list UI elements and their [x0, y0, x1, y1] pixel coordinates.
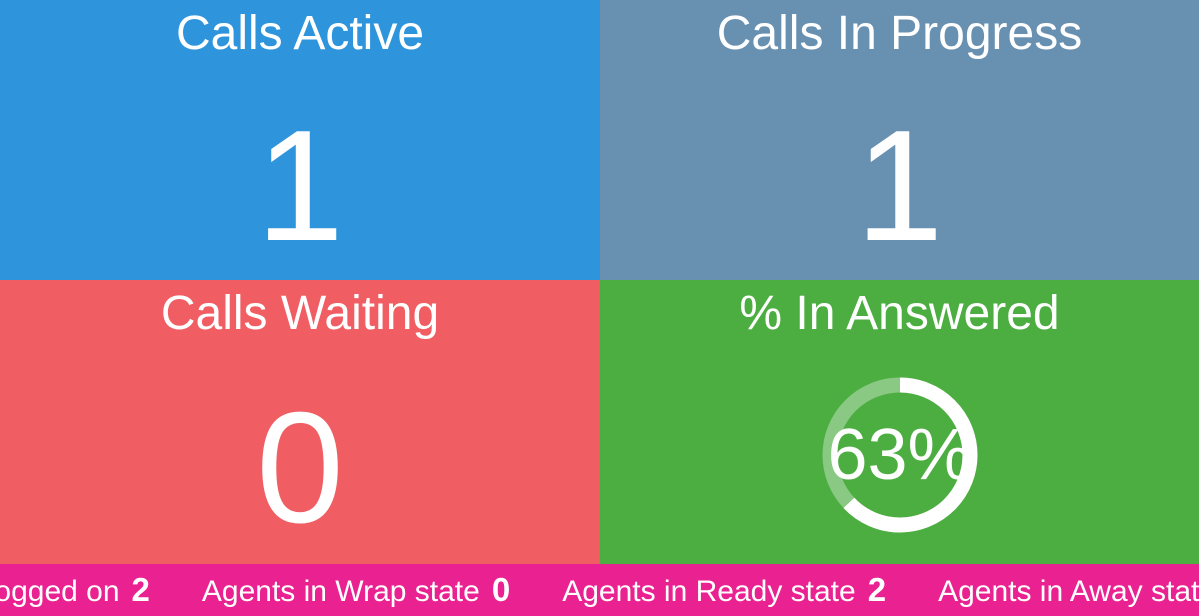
calls-active-title: Calls Active — [175, 7, 425, 60]
ticker-item-agents-logged-on: Agents logged on 2 — [0, 571, 150, 609]
percent-in-answered-title: % In Answered — [739, 287, 1060, 340]
ticker-item-agents-away: Agents in Away state 0 — [938, 571, 1199, 609]
tile-percent-in-answered: % In Answered 63% — [600, 280, 1199, 564]
ticker-item-agents-ready: Agents in Ready state 2 — [562, 571, 886, 609]
donut-ring-icon — [822, 377, 977, 533]
ticker-item-label: Agents in Wrap state — [201, 575, 480, 608]
ticker-item-value: 2 — [867, 571, 887, 608]
ticker-item-label: Agents in Ready state — [562, 575, 856, 608]
ticker-bar: Agents logged on 2 Agents in Wrap state … — [0, 564, 1199, 616]
calls-in-progress-title: Calls In Progress — [716, 7, 1083, 60]
tile-calls-in-progress: Calls In Progress 1 — [600, 0, 1199, 280]
donut-progress-arc — [822, 377, 977, 533]
percent-in-answered-body: 63% — [600, 346, 1199, 564]
donut-gauge: 63% — [820, 375, 980, 535]
calls-in-progress-value: 1 — [855, 98, 944, 274]
kpi-grid: Calls Active 1 Calls In Progress 1 Calls… — [0, 0, 1199, 564]
calls-in-progress-body: 1 — [600, 66, 1199, 280]
ticker-item-agents-wrap: Agents in Wrap state 0 — [202, 571, 510, 609]
calls-waiting-body: 0 — [0, 346, 600, 564]
calls-active-body: 1 — [0, 66, 600, 280]
ticker-item-value: 2 — [131, 571, 150, 608]
ticker-track: Agents logged on 2 Agents in Wrap state … — [0, 571, 1199, 609]
tile-calls-active: Calls Active 1 — [0, 0, 600, 280]
donut-percent-label: 63% — [827, 415, 972, 495]
calls-active-value: 1 — [256, 98, 344, 274]
calls-waiting-value: 0 — [256, 380, 344, 556]
ticker-item-value: 0 — [491, 571, 511, 608]
ticker-item-label: Agents in Away state — [938, 575, 1199, 608]
tile-calls-waiting: Calls Waiting 0 — [0, 280, 600, 564]
calls-waiting-title: Calls Waiting — [160, 287, 440, 340]
ticker-item-label: Agents logged on — [0, 575, 120, 608]
